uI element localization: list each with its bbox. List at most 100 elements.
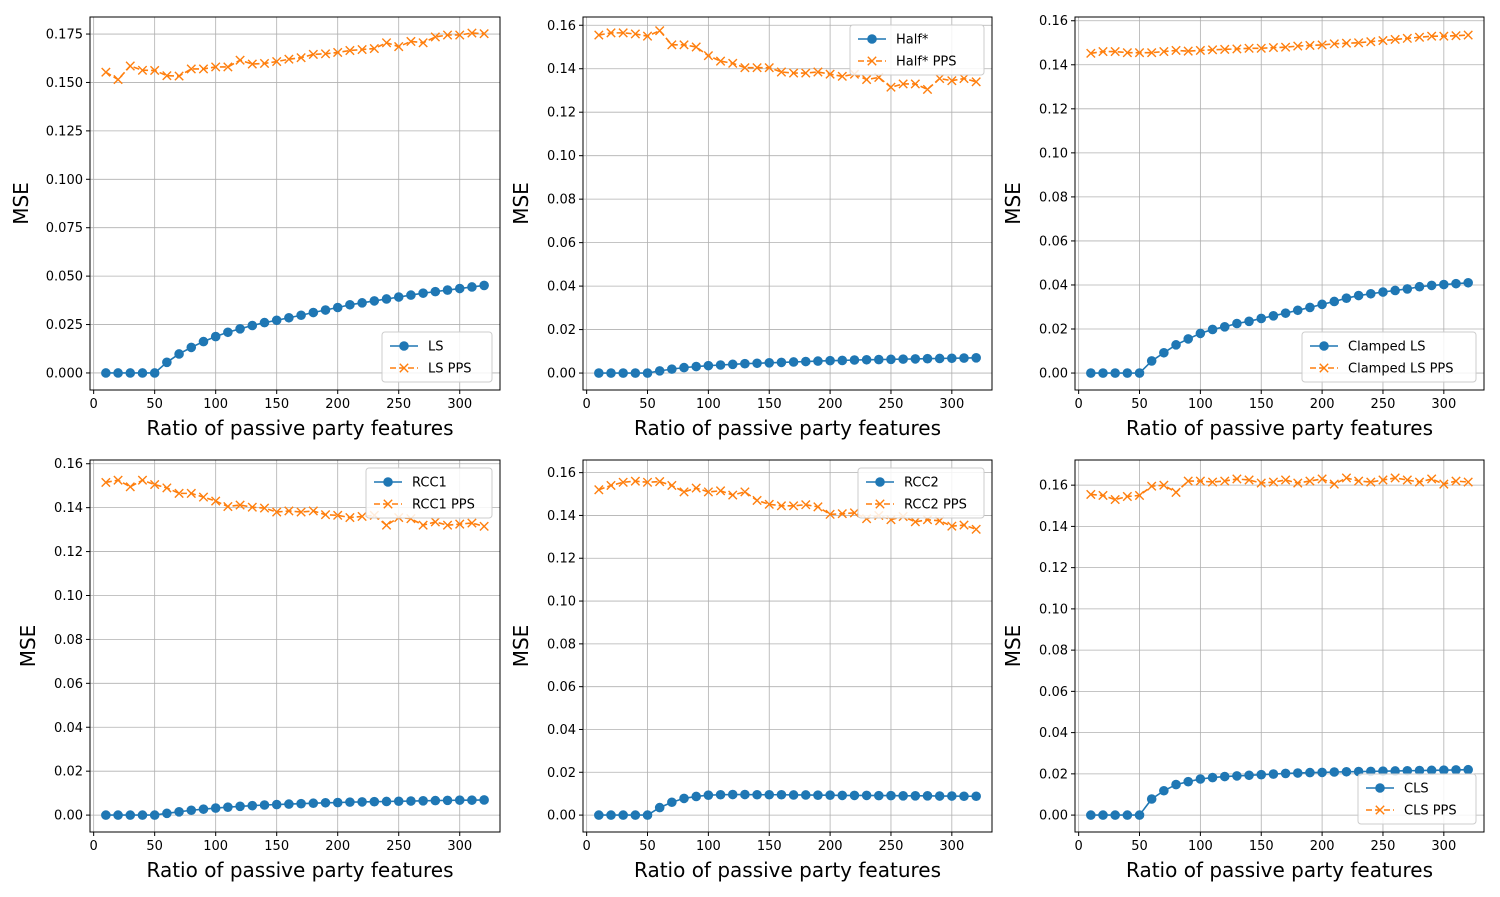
data-point bbox=[764, 62, 774, 73]
chart-panel-5: 0 50 100 150 200 250 300 0.00 0.02 0.04 0.06 0.08 0.… bbox=[509, 459, 993, 882]
data-point bbox=[1220, 476, 1230, 486]
data-point bbox=[764, 499, 774, 510]
data-point bbox=[861, 354, 872, 365]
data-point bbox=[272, 56, 282, 67]
data-point bbox=[1353, 476, 1364, 486]
data-point bbox=[606, 28, 616, 38]
y-axis-label: MSE bbox=[1001, 625, 1025, 668]
data-point bbox=[308, 506, 318, 516]
x-tick-label: 300 bbox=[939, 839, 964, 854]
data-point bbox=[1402, 33, 1413, 44]
data-point bbox=[1378, 475, 1388, 485]
y-tick-label: 0.14 bbox=[54, 501, 83, 516]
y-tick-label: 0.02 bbox=[547, 323, 576, 338]
data-point bbox=[235, 55, 245, 65]
data-point bbox=[284, 799, 294, 809]
data-point bbox=[149, 810, 160, 820]
data-point bbox=[1414, 32, 1425, 42]
x-axis-label: Ratio of passive party features bbox=[1126, 416, 1433, 440]
data-point bbox=[247, 800, 258, 811]
y-tick-label: 0.08 bbox=[547, 637, 576, 652]
data-point bbox=[1305, 767, 1315, 778]
data-point bbox=[1195, 328, 1206, 339]
x-tick-label: 150 bbox=[757, 839, 782, 854]
data-point bbox=[198, 492, 209, 502]
data-point bbox=[1134, 368, 1145, 378]
data-point bbox=[284, 312, 294, 323]
data-point bbox=[618, 810, 628, 820]
y-tick-label: 0.150 bbox=[46, 76, 83, 91]
data-point bbox=[137, 475, 148, 485]
data-point bbox=[947, 353, 957, 364]
data-point bbox=[1219, 322, 1230, 332]
data-point bbox=[223, 62, 233, 72]
data-point bbox=[1305, 40, 1315, 51]
data-point bbox=[442, 30, 453, 40]
data-point bbox=[1329, 479, 1339, 489]
series-line-pps bbox=[598, 480, 977, 531]
data-point bbox=[467, 518, 477, 528]
data-point bbox=[210, 62, 221, 72]
x-tick-label: 200 bbox=[1310, 397, 1335, 412]
data-point bbox=[1451, 476, 1461, 486]
legend: RCC1 RCC1 PPS bbox=[365, 467, 493, 519]
x-tick-label: 0 bbox=[90, 839, 98, 854]
y-tick-label: 0.06 bbox=[54, 677, 83, 692]
data-point bbox=[1329, 296, 1340, 307]
data-point bbox=[1256, 43, 1266, 53]
data-point bbox=[1134, 810, 1145, 820]
data-point bbox=[922, 353, 933, 364]
data-point bbox=[210, 803, 221, 813]
data-point bbox=[284, 54, 294, 64]
data-point bbox=[679, 793, 689, 804]
data-point bbox=[1098, 368, 1108, 378]
x-tick-label: 150 bbox=[264, 839, 289, 854]
y-tick-label: 0.06 bbox=[1039, 685, 1068, 700]
data-point bbox=[137, 810, 148, 820]
x-axis-label: Ratio of passive party features bbox=[146, 416, 453, 440]
x-tick-label: 150 bbox=[757, 397, 782, 412]
data-point bbox=[186, 805, 197, 816]
legend: LS LS PPS bbox=[381, 331, 493, 383]
data-point bbox=[715, 56, 726, 66]
axes-frame bbox=[1074, 459, 1485, 833]
y-tick-label: 0.10 bbox=[1039, 602, 1068, 617]
y-tick-label: 0.100 bbox=[46, 173, 83, 188]
data-point bbox=[1268, 769, 1279, 779]
legend-box bbox=[381, 331, 493, 383]
legend-label: LS PPS bbox=[428, 362, 472, 377]
data-point bbox=[594, 485, 604, 495]
data-point bbox=[247, 59, 257, 69]
data-point bbox=[418, 796, 428, 806]
data-point bbox=[1280, 308, 1291, 318]
legend-marker bbox=[867, 56, 877, 66]
data-point bbox=[320, 49, 331, 59]
data-point bbox=[1146, 47, 1157, 58]
data-point bbox=[1256, 478, 1266, 488]
data-point bbox=[1159, 46, 1169, 57]
data-point bbox=[1134, 47, 1145, 58]
data-point bbox=[764, 789, 775, 800]
legend: RCC2 RCC2 PPS bbox=[857, 467, 985, 519]
data-point bbox=[381, 520, 392, 530]
y-tick-label: 0.06 bbox=[547, 236, 576, 251]
data-point bbox=[801, 68, 811, 78]
x-tick-label: 300 bbox=[939, 397, 964, 412]
data-point bbox=[679, 487, 689, 497]
legend-marker bbox=[1319, 341, 1329, 351]
y-axis-label: MSE bbox=[509, 625, 533, 668]
data-point bbox=[455, 30, 465, 40]
data-point bbox=[162, 70, 172, 81]
data-point bbox=[1086, 48, 1096, 59]
y-axis-label: MSE bbox=[1001, 182, 1025, 225]
data-point bbox=[691, 483, 701, 493]
data-point bbox=[594, 30, 604, 40]
legend-label: LS bbox=[428, 340, 444, 355]
data-point bbox=[606, 810, 616, 820]
legend: Half* Half* PPS bbox=[849, 24, 985, 76]
data-point bbox=[1098, 810, 1108, 820]
data-point bbox=[223, 327, 233, 338]
data-point bbox=[776, 789, 787, 800]
data-point bbox=[369, 796, 380, 807]
data-point bbox=[235, 500, 245, 510]
